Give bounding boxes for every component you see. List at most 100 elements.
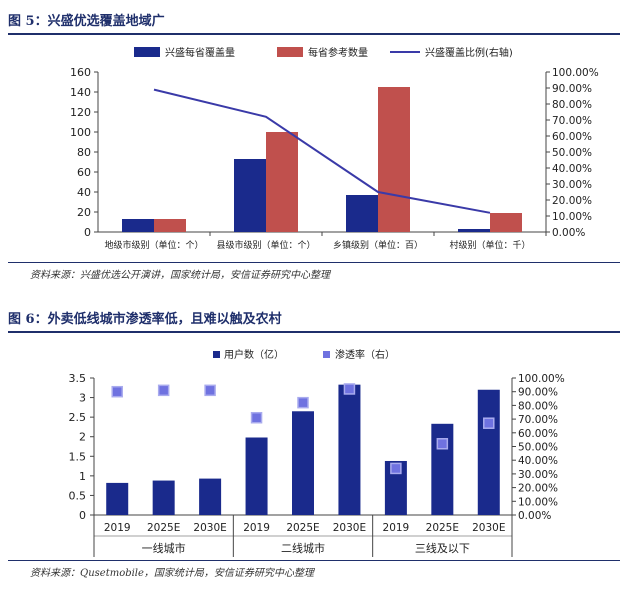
- y-tick-label: 40: [77, 186, 91, 199]
- figure-5-title-rule: [8, 33, 620, 35]
- y-tick-label: 1: [79, 470, 86, 483]
- y2-tick-label: 10.00%: [552, 211, 592, 223]
- bar-series-2: [154, 219, 186, 232]
- bar-series-1: [234, 159, 266, 232]
- x-tick-label: 2019: [383, 522, 410, 534]
- y2-tick-label: 70.00%: [518, 414, 558, 426]
- figure-6-source: 资料来源：Qusetmobile，国家统计局，安信证券研究中心整理: [30, 568, 314, 579]
- y2-tick-label: 10.00%: [518, 496, 558, 508]
- chart-figure-6: 用户数（亿） 渗透率（右）00.511.522.533.50.00%10.00%2…: [69, 348, 565, 557]
- legend-label-2: 兴盛覆盖比例(右轴): [425, 46, 513, 59]
- y2-tick-label: 90.00%: [518, 387, 558, 399]
- bar-series-1: [122, 219, 154, 232]
- marker-penetration: [111, 385, 123, 398]
- figure-5-source-rule: [8, 262, 620, 263]
- chart-figure-5: 兴盛每省覆盖量 每省参考数量 兴盛覆盖比例(右轴) 0 20 40 60 80 100 120 14…: [70, 46, 599, 251]
- x-tick-label: 2025E: [286, 522, 319, 534]
- y2-tick-label: 40.00%: [518, 455, 558, 467]
- x-tick-label: 2030E: [193, 522, 226, 534]
- x-tick-label: 地级市级别（单位：个）: [104, 239, 203, 251]
- marker-penetration: [157, 384, 170, 397]
- group-label: 一线城市: [142, 541, 186, 555]
- y2-tick-label: 40.00%: [552, 163, 592, 175]
- bar-users: [477, 389, 500, 515]
- marker-penetration: [483, 417, 495, 429]
- legend-swatch-0: [213, 351, 220, 358]
- legend-swatch-1: [323, 351, 330, 358]
- bar-users: [431, 423, 454, 515]
- bar-users: [106, 482, 129, 515]
- x-tick-label: 县级市级别（单位：个）: [216, 239, 315, 251]
- x-tick-label: 乡镇级别（单位：百）: [333, 239, 423, 251]
- bar-users: [384, 460, 407, 515]
- y-tick-label: 1.5: [69, 450, 87, 463]
- y-tick-label: 80: [77, 146, 91, 159]
- y-tick-label: 20: [77, 206, 91, 219]
- marker-penetration: [436, 438, 449, 450]
- x-tick-label: 2019: [104, 522, 131, 534]
- y2-tick-label: 0.00%: [552, 227, 585, 239]
- legend-label-1: 每省参考数量: [308, 46, 368, 59]
- y2-tick-label: 0.00%: [518, 510, 551, 522]
- x-tick-label: 2025E: [147, 522, 180, 534]
- y-tick-label: 0.5: [69, 489, 87, 502]
- marker-penetration: [250, 411, 263, 424]
- bar-series-1: [458, 229, 490, 232]
- y2-tick-label: 20.00%: [518, 483, 558, 495]
- bar-series-2: [266, 132, 298, 232]
- marker-penetration: [390, 462, 402, 475]
- group-label: 三线及以下: [415, 541, 470, 555]
- figure-5-source: 资料来源：兴盛优选公开演讲，国家统计局，安信证券研究中心整理: [30, 270, 330, 281]
- y-tick-label: 120: [70, 106, 91, 119]
- legend-label-0: 兴盛每省覆盖量: [165, 46, 235, 59]
- y-tick-label: 140: [70, 86, 91, 99]
- marker-penetration: [204, 384, 216, 397]
- y2-tick-label: 80.00%: [552, 99, 592, 111]
- marker-penetration: [343, 383, 356, 395]
- y2-tick-label: 80.00%: [518, 400, 558, 412]
- y2-tick-label: 100.00%: [518, 373, 565, 385]
- y2-tick-label: 50.00%: [552, 147, 592, 159]
- y-tick-label: 2.5: [69, 411, 87, 424]
- bar-users: [292, 411, 314, 515]
- y-tick-label: 160: [70, 66, 91, 79]
- y2-tick-label: 30.00%: [552, 179, 592, 191]
- y-tick-label: 0: [79, 509, 86, 522]
- bar-users: [245, 437, 268, 515]
- x-tick-label: 2019: [243, 522, 270, 534]
- legend-swatch-0: [134, 47, 160, 57]
- legend-label-0: 用户数（亿）: [224, 348, 284, 361]
- marker-penetration: [297, 396, 309, 409]
- y2-tick-label: 100.00%: [552, 67, 599, 79]
- y2-tick-label: 70.00%: [552, 115, 592, 127]
- bar-series-1: [346, 195, 378, 232]
- y-tick-label: 0: [84, 226, 91, 239]
- y-tick-label: 3.5: [69, 372, 87, 385]
- y2-tick-label: 20.00%: [552, 195, 592, 207]
- x-tick-label: 2025E: [426, 522, 459, 534]
- line-coverage-ratio: [153, 88, 491, 214]
- y2-tick-label: 30.00%: [518, 469, 558, 481]
- y2-tick-label: 60.00%: [552, 131, 592, 143]
- y2-tick-label: 50.00%: [518, 442, 558, 454]
- legend-label-1: 渗透率（右）: [335, 348, 395, 361]
- figure-6-title-rule: [8, 331, 620, 333]
- x-tick-label: 2030E: [472, 522, 505, 534]
- group-label: 二线城市: [281, 541, 325, 555]
- bar-series-2: [378, 87, 410, 232]
- bar-users: [152, 480, 175, 515]
- x-tick-label: 2030E: [333, 522, 366, 534]
- x-tick-label: 村级别（单位：千）: [449, 239, 530, 251]
- bar-users: [338, 384, 361, 515]
- bar-series-2: [490, 213, 522, 232]
- figure-6-source-rule: [8, 560, 620, 561]
- y-tick-label: 60: [77, 166, 91, 179]
- y-tick-label: 3: [79, 392, 86, 405]
- bar-users: [199, 478, 222, 515]
- y-tick-label: 100: [70, 126, 91, 139]
- figure-6-title: 图 6：外卖低线城市渗透率低，且难以触及农村: [8, 312, 282, 327]
- y2-tick-label: 90.00%: [552, 83, 592, 95]
- legend-swatch-1: [277, 47, 303, 57]
- y2-tick-label: 60.00%: [518, 428, 558, 440]
- figure-5-title: 图 5：兴盛优选覆盖地域广: [8, 14, 165, 29]
